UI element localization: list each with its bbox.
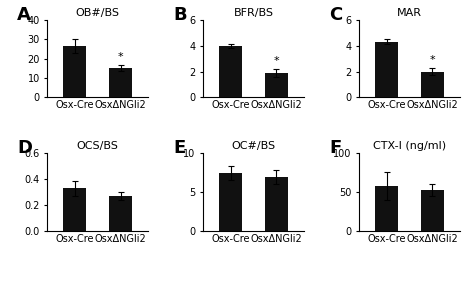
Bar	[265, 177, 288, 231]
Text: *: *	[273, 56, 279, 66]
Title: BFR/BS: BFR/BS	[234, 8, 273, 17]
Text: A: A	[17, 6, 31, 24]
Text: B: B	[173, 6, 187, 24]
Bar	[375, 42, 398, 98]
Title: OCS/BS: OCS/BS	[77, 141, 118, 151]
Bar	[64, 46, 86, 98]
Text: E: E	[173, 140, 185, 157]
Text: C: C	[329, 6, 342, 24]
Text: *: *	[118, 52, 123, 62]
Bar	[109, 68, 132, 98]
Bar	[109, 196, 132, 231]
Bar	[64, 188, 86, 231]
Title: MAR: MAR	[397, 8, 422, 17]
Text: D: D	[17, 140, 32, 157]
Text: *: *	[429, 55, 435, 65]
Bar	[265, 73, 288, 98]
Title: OB#/BS: OB#/BS	[76, 8, 120, 17]
Bar	[421, 72, 444, 98]
Bar	[421, 190, 444, 231]
Bar	[219, 173, 242, 231]
Bar	[375, 186, 398, 231]
Bar	[219, 46, 242, 98]
Title: CTX-I (ng/ml): CTX-I (ng/ml)	[373, 141, 446, 151]
Title: OC#/BS: OC#/BS	[231, 141, 276, 151]
Text: F: F	[329, 140, 341, 157]
